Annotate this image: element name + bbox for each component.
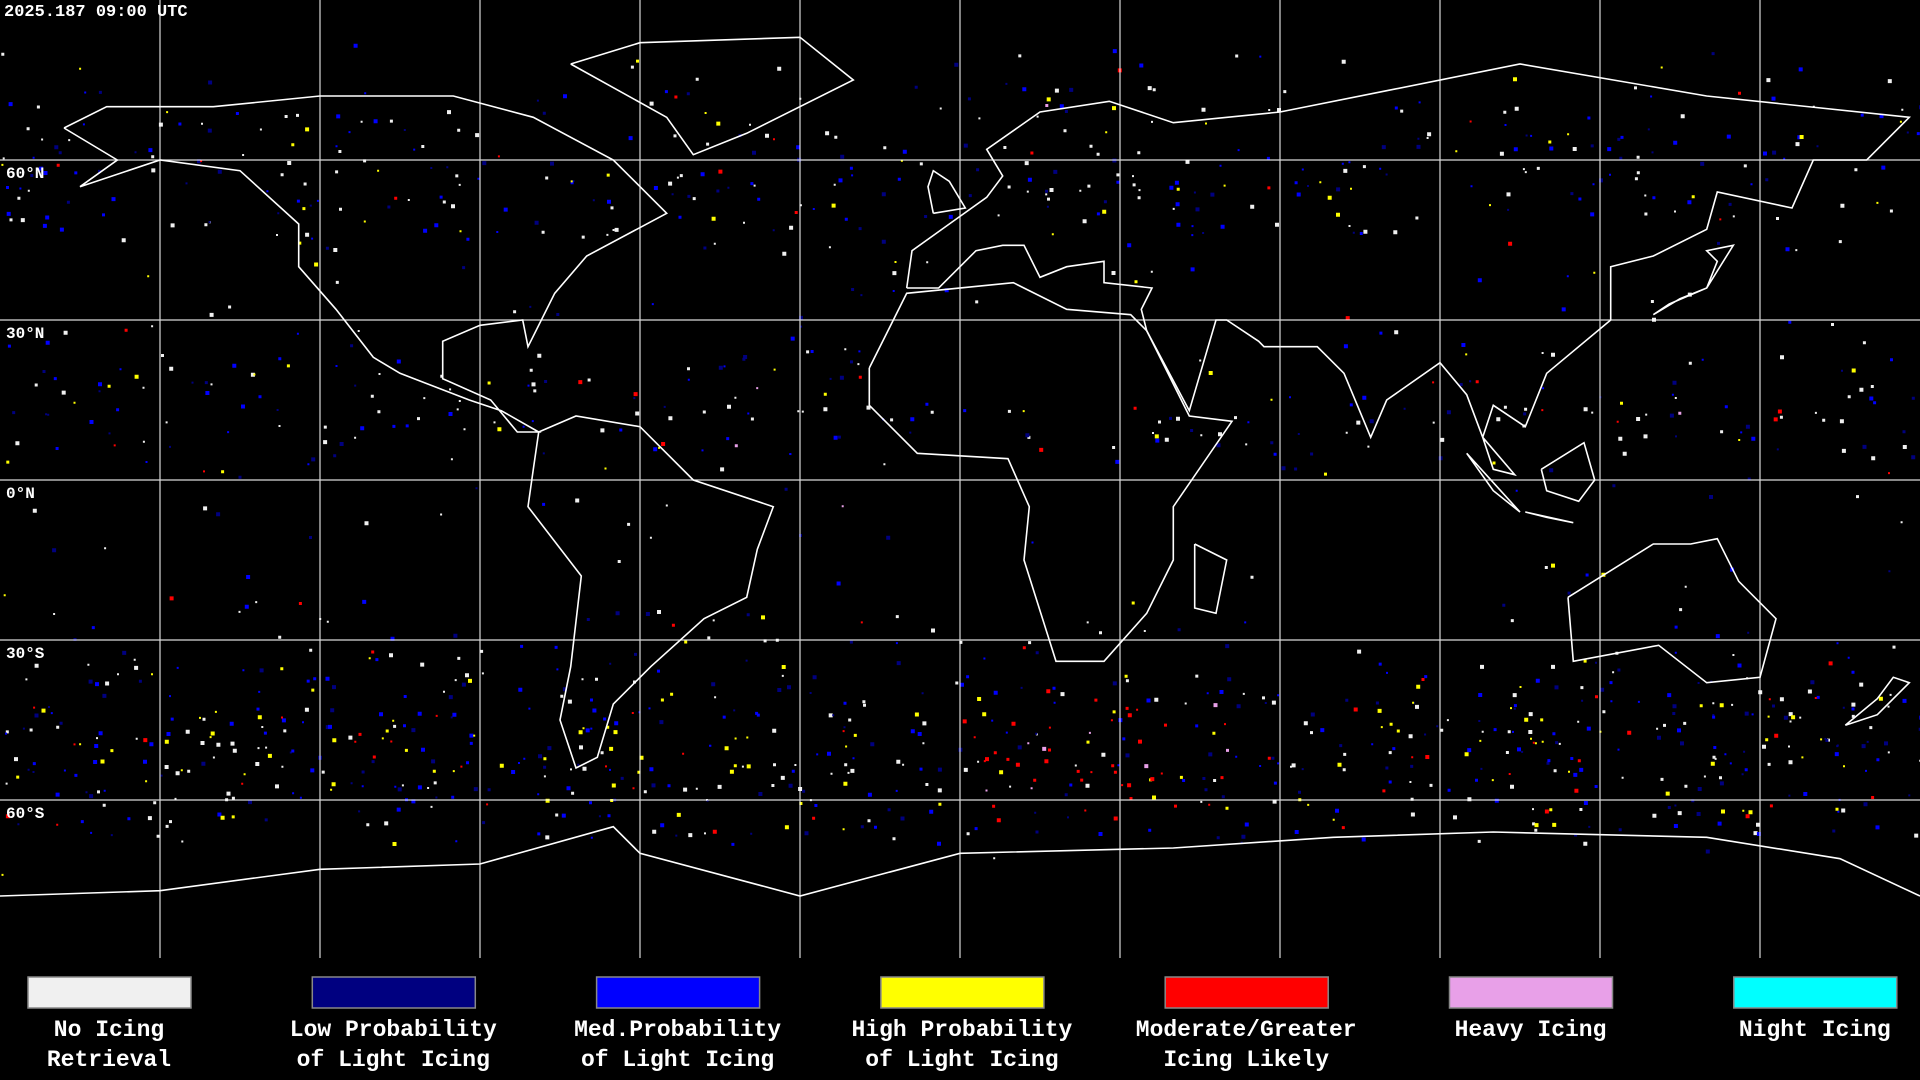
legend-label: of Light Icing bbox=[297, 1047, 490, 1073]
coastline bbox=[0, 825, 1920, 897]
legend-swatch bbox=[595, 976, 761, 1009]
legend-label: Retrieval bbox=[47, 1047, 171, 1073]
latitude-label: 60°N bbox=[6, 165, 44, 183]
legend-label: Icing Likely bbox=[1163, 1047, 1329, 1073]
legend-label: of Light Icing bbox=[581, 1047, 774, 1073]
icing-field bbox=[1, 43, 1920, 876]
coastline bbox=[1466, 452, 1521, 513]
latitude-labels: 60°N 30°N 0°N 30°S 60°S bbox=[6, 165, 45, 823]
coastline bbox=[1652, 244, 1735, 316]
coastlines bbox=[0, 36, 1920, 897]
legend-label: High Probability bbox=[851, 1017, 1072, 1043]
coastline bbox=[1540, 441, 1596, 503]
legend-swatch bbox=[880, 976, 1045, 1009]
coastline bbox=[1525, 511, 1574, 524]
legend: No Icing Retrieval Low Probability of Light… bbox=[0, 958, 1920, 1080]
legend-label: of Light Icing bbox=[865, 1047, 1058, 1073]
coastline bbox=[527, 415, 775, 770]
icing-speckles bbox=[5, 43, 1920, 846]
legend-label: Low Probability bbox=[290, 1017, 497, 1043]
coastline bbox=[905, 63, 1912, 477]
latitude-label: 0°N bbox=[6, 485, 35, 503]
legend-swatch bbox=[311, 976, 477, 1009]
timestamp: 2025.187 09:00 UTC bbox=[4, 3, 188, 22]
coastline bbox=[1844, 676, 1911, 727]
legend-label: Heavy Icing bbox=[1455, 1017, 1607, 1043]
legend-swatch bbox=[27, 976, 192, 1009]
legend-label: Night Icing bbox=[1739, 1017, 1891, 1043]
legend-swatch bbox=[1733, 976, 1898, 1009]
coastline bbox=[1193, 543, 1228, 615]
coastline bbox=[868, 281, 1234, 663]
legend-label: Moderate/Greater bbox=[1136, 1017, 1357, 1043]
legend-swatch bbox=[1164, 976, 1329, 1009]
latitude-label: 30°N bbox=[6, 325, 44, 343]
latitude-label: 60°S bbox=[6, 805, 45, 823]
graticule bbox=[0, 0, 1920, 958]
coastline bbox=[1567, 537, 1777, 684]
coastline bbox=[63, 95, 669, 433]
legend-label: Med.Probability bbox=[574, 1017, 781, 1043]
legend-label: No Icing bbox=[54, 1017, 164, 1043]
latitude-label: 30°S bbox=[6, 645, 45, 663]
legend-swatch bbox=[1448, 976, 1614, 1009]
